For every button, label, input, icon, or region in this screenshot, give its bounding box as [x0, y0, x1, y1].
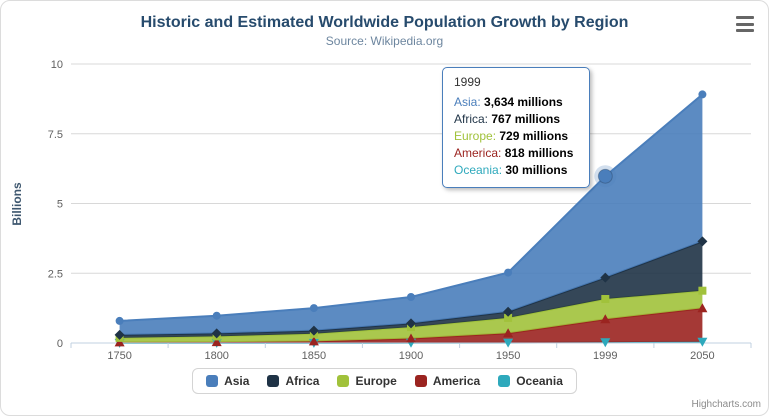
marker-america[interactable] [697, 303, 708, 313]
y-axis-label: 2.5 [48, 268, 63, 280]
x-axis-label: 1900 [399, 350, 423, 362]
marker-oceania[interactable] [600, 338, 611, 348]
marker-africa[interactable] [503, 306, 514, 317]
x-axis-label: 2050 [690, 350, 714, 362]
tooltip-series-label: Europe: [454, 129, 500, 143]
tooltip-row-africa: Africa: 767 millions [454, 111, 578, 128]
marker-asia[interactable] [212, 311, 221, 320]
tooltip-series-value: 3,634 millions [484, 95, 563, 109]
x-axis-label: 1950 [496, 350, 520, 362]
legend-symbol-asia [206, 375, 219, 387]
legend-item-oceania[interactable]: Oceania [498, 374, 563, 388]
tooltip-rows: Asia: 3,634 millions Africa: 767 millions… [454, 94, 578, 179]
marker-america[interactable] [211, 337, 222, 347]
legend-item-asia[interactable]: Asia [206, 374, 249, 388]
legend-label: Europe [355, 374, 397, 388]
x-axis-label: 1750 [107, 350, 131, 362]
marker-asia[interactable] [407, 293, 415, 301]
tooltip-row-america: America: 818 millions [454, 145, 578, 162]
y-axis-label: 0 [57, 338, 63, 350]
marker-africa[interactable] [600, 272, 611, 283]
marker-oceania[interactable] [697, 337, 708, 347]
marker-america[interactable] [406, 333, 416, 343]
y-axis-label: 5 [57, 199, 63, 211]
marker-europe[interactable] [601, 295, 610, 303]
menu-bar [736, 22, 754, 26]
legend-symbol-africa [267, 375, 280, 387]
marker-africa[interactable] [308, 325, 319, 336]
legend-box: Asia Africa Europe America Oceania [192, 368, 577, 394]
marker-america[interactable] [503, 328, 514, 338]
x-axis-label: 1800 [204, 350, 228, 362]
marker-africa[interactable] [697, 236, 708, 247]
area-america[interactable] [119, 308, 703, 343]
tooltip-series-value: 818 millions [504, 146, 574, 160]
tooltip: 1999 Asia: 3,634 millions Africa: 767 mil… [442, 67, 590, 188]
tooltip-series-value: 729 millions [499, 129, 569, 143]
chart-subtitle: Source: Wikipedia.org [325, 34, 444, 48]
marker-europe[interactable] [504, 313, 513, 322]
legend-item-africa[interactable]: Africa [267, 374, 319, 388]
legend-item-europe[interactable]: Europe [337, 374, 397, 388]
chart-title: Historic and Estimated Worldwide Populat… [140, 14, 629, 31]
tooltip-series-value: 767 millions [491, 112, 561, 126]
legend-label: Asia [224, 374, 250, 388]
menu-bar [736, 16, 754, 19]
marker-asia[interactable] [115, 316, 124, 325]
x-axis-label: 1850 [302, 350, 326, 362]
area-africa[interactable] [119, 241, 703, 338]
marker-asia[interactable] [504, 268, 513, 277]
marker-africa[interactable] [406, 318, 416, 329]
area-asia[interactable] [119, 94, 703, 335]
legend-label: America [432, 374, 481, 388]
marker-africa[interactable] [211, 328, 222, 339]
y-axis-label: 10 [51, 59, 63, 71]
y-axis-title: Billions [10, 182, 24, 226]
legend-symbol-europe [337, 375, 350, 387]
hamburger-menu-icon[interactable] [736, 16, 756, 32]
credits-link[interactable]: Highcharts.com [691, 399, 761, 410]
tooltip-row-europe: Europe: 729 millions [454, 128, 578, 145]
tooltip-series-label: Africa: [454, 112, 492, 126]
tooltip-series-value: 30 millions [505, 163, 568, 177]
tooltip-series-label: America: [454, 146, 505, 160]
tooltip-series-label: Oceania: [454, 163, 506, 177]
marker-africa[interactable] [114, 329, 125, 340]
legend-symbol-america [414, 375, 427, 387]
legend: Asia Africa Europe America Oceania [1, 368, 768, 394]
y-axis-label: 7.5 [48, 129, 63, 141]
marker-america[interactable] [600, 314, 611, 324]
marker-asia[interactable] [698, 90, 707, 99]
x-axis-label: 1999 [593, 350, 617, 362]
marker-oceania[interactable] [503, 338, 514, 348]
legend-item-america[interactable]: America [414, 374, 481, 388]
hovered-point-marker[interactable] [597, 168, 613, 184]
marker-asia[interactable] [309, 304, 318, 313]
menu-bar [736, 29, 754, 32]
tooltip-series-label: Asia: [454, 95, 485, 109]
tooltip-header: 1999 [454, 75, 481, 89]
tooltip-row-oceania: Oceania: 30 millions [454, 162, 578, 179]
legend-symbol-oceania [498, 375, 511, 387]
marker-europe[interactable] [698, 286, 707, 295]
tooltip-row-asia: Asia: 3,634 millions [454, 94, 578, 111]
marker-america[interactable] [308, 336, 319, 346]
legend-label: Oceania [516, 374, 563, 388]
legend-label: Africa [285, 374, 320, 388]
